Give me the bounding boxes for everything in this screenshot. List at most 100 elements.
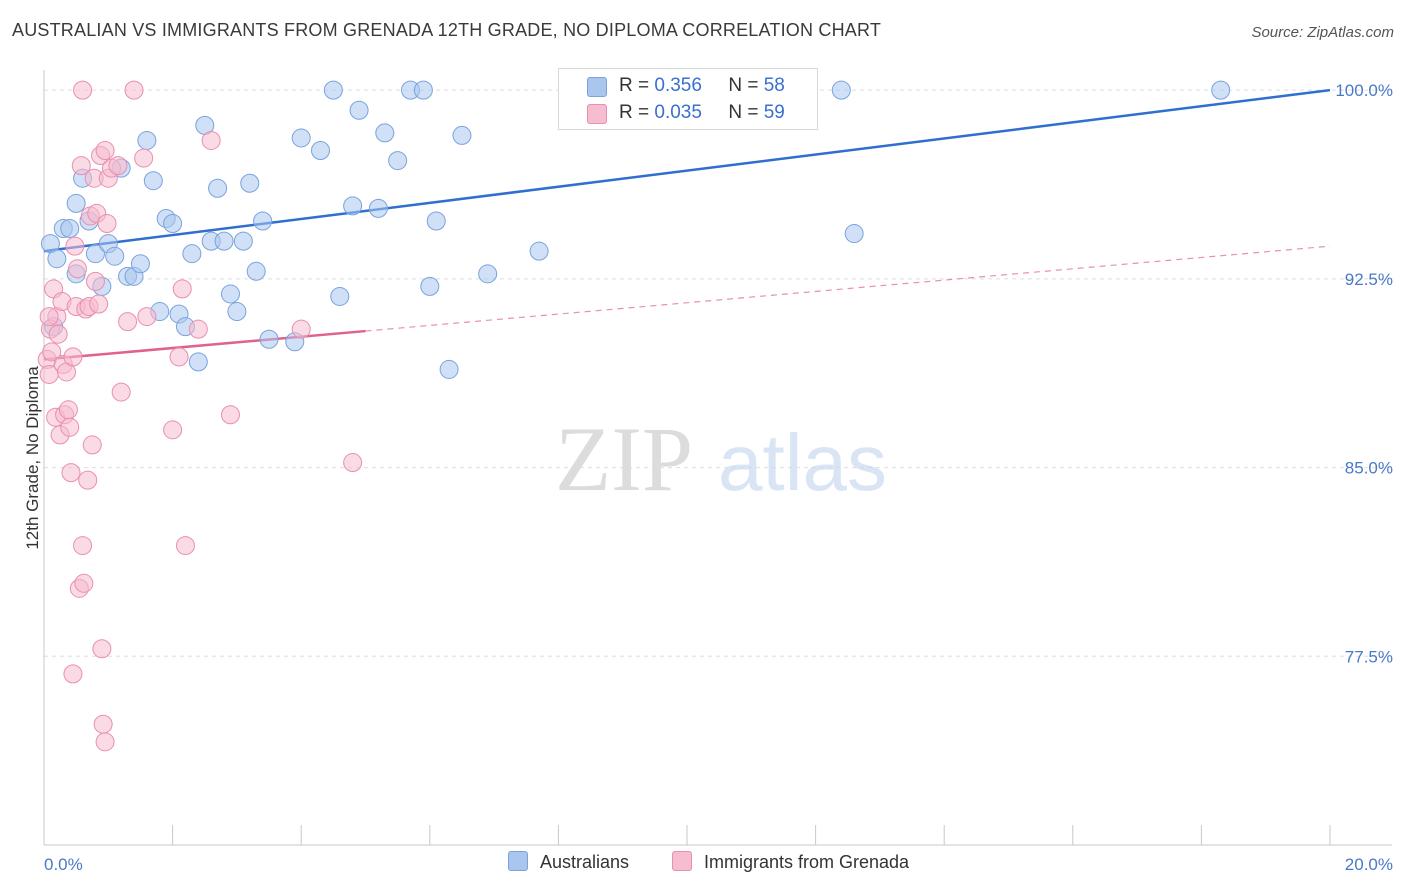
point-grenada	[291, 319, 311, 339]
point-grenada	[85, 271, 105, 291]
series-legend: Australians Immigrants from Grenada	[0, 851, 1406, 877]
point-grenada	[124, 80, 144, 100]
point-australians	[426, 211, 446, 231]
point-grenada	[134, 148, 154, 168]
legend-r-value: 0.035	[654, 102, 702, 123]
legend-r-label: R =	[619, 102, 650, 123]
point-grenada	[163, 420, 183, 440]
point-grenada	[93, 714, 113, 734]
point-australians	[143, 171, 163, 191]
x-tick-label-max: 20.0%	[1345, 855, 1393, 874]
legend-swatch-grenada	[672, 851, 692, 871]
point-australians	[330, 286, 350, 306]
point-grenada	[169, 347, 189, 367]
y-tick-labels: 77.5% 85.0% 92.5% 100.0%	[1335, 81, 1393, 666]
point-grenada	[65, 236, 85, 256]
point-australians	[137, 130, 157, 150]
point-grenada	[67, 259, 87, 279]
point-grenada	[73, 536, 93, 556]
point-australians	[310, 141, 330, 161]
legend-item-australians: Australians	[508, 851, 629, 873]
y-tick-label: 77.5%	[1345, 647, 1393, 666]
point-australians	[188, 352, 208, 372]
point-australians	[831, 80, 851, 100]
point-australians	[130, 254, 150, 274]
point-australians	[439, 359, 459, 379]
legend-label-australians: Australians	[540, 852, 630, 872]
point-grenada	[118, 312, 138, 332]
point-australians	[208, 178, 228, 198]
legend-swatch-australians	[508, 851, 528, 871]
point-australians	[214, 231, 234, 251]
legend-swatch-grenada	[587, 104, 607, 124]
point-australians	[413, 80, 433, 100]
legend-item-grenada: Immigrants from Grenada	[672, 851, 909, 873]
point-australians	[66, 193, 86, 213]
point-grenada	[89, 294, 109, 314]
point-grenada	[137, 307, 157, 327]
point-grenada	[42, 342, 62, 362]
point-australians	[85, 244, 105, 264]
point-grenada	[108, 156, 128, 176]
point-australians	[259, 329, 279, 349]
point-grenada	[201, 130, 221, 150]
point-australians	[529, 241, 549, 261]
point-grenada	[63, 347, 83, 367]
point-australians	[452, 125, 472, 145]
point-australians	[375, 123, 395, 143]
point-grenada	[60, 417, 80, 437]
point-australians	[1211, 80, 1231, 100]
legend-r-value: 0.356	[654, 75, 702, 96]
point-australians	[323, 80, 343, 100]
point-australians	[844, 224, 864, 244]
point-grenada	[73, 80, 93, 100]
point-grenada	[172, 279, 192, 299]
point-australians	[182, 244, 202, 264]
legend-r-label: R =	[619, 75, 650, 96]
point-grenada	[71, 156, 91, 176]
point-australians	[47, 249, 67, 269]
point-australians	[420, 276, 440, 296]
point-grenada	[39, 307, 59, 327]
chart-title: AUSTRALIAN VS IMMIGRANTS FROM GRENADA 12…	[12, 20, 882, 40]
point-australians	[291, 128, 311, 148]
legend-n-label: N =	[728, 75, 759, 96]
trend-line-grenada	[43, 329, 366, 361]
point-australians	[388, 151, 408, 171]
point-grenada	[63, 664, 83, 684]
point-grenada	[48, 324, 68, 344]
point-australians	[240, 173, 260, 193]
point-grenada	[74, 573, 94, 593]
point-grenada	[61, 463, 81, 483]
point-australians	[343, 196, 363, 216]
data-points	[37, 80, 1231, 752]
point-grenada	[97, 213, 117, 233]
point-australians	[246, 261, 266, 281]
point-australians	[349, 100, 369, 120]
point-australians	[163, 213, 183, 233]
point-grenada	[111, 382, 131, 402]
point-australians	[60, 219, 80, 239]
point-grenada	[95, 141, 115, 161]
source-credit: Source: ZipAtlas.com	[1251, 24, 1394, 41]
point-grenada	[58, 400, 78, 420]
y-axis-label: 12th Grade, No Diploma	[23, 366, 42, 550]
legend-label-grenada: Immigrants from Grenada	[704, 852, 910, 872]
point-australians	[478, 264, 498, 284]
point-grenada	[82, 435, 102, 455]
stats-legend: R = 0.356 N = 58 R = 0.035 N = 59	[558, 68, 818, 130]
point-grenada	[175, 536, 195, 556]
axes	[43, 70, 1392, 846]
point-australians	[105, 246, 125, 266]
y-tick-label: 100.0%	[1335, 81, 1393, 100]
x-tick-label-min: 0.0%	[44, 855, 83, 874]
y-tick-label: 85.0%	[1345, 459, 1393, 478]
point-grenada	[92, 639, 112, 659]
watermark-atlas: atlas	[718, 418, 887, 507]
point-grenada	[220, 405, 240, 425]
point-australians	[220, 284, 240, 304]
legend-swatch-australians	[587, 77, 607, 97]
point-australians	[233, 231, 253, 251]
y-tick-label: 92.5%	[1345, 270, 1393, 289]
